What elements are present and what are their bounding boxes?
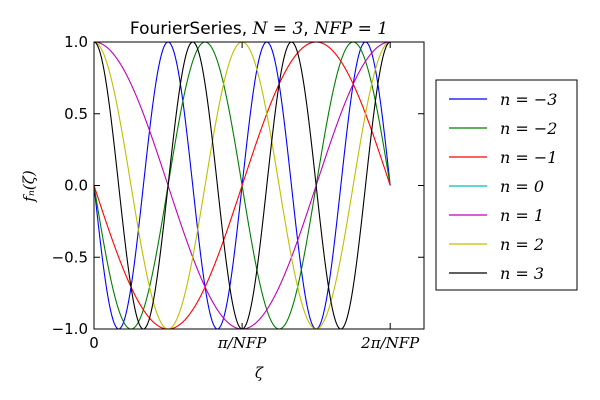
y-tick-label-1: 0.5 [64,105,88,123]
legend: n = −3 n = −2 n = −1 n = 0 n = 1 n = 2 n = 3 [435,79,578,291]
y-tick-label-0: 1.0 [64,33,88,51]
x-tick-label-2: 2π/NFP [360,334,420,352]
legend-frame [435,79,578,291]
legend-label-2: n = −1 [500,148,557,167]
y-axis-label: fₙ(ζ) [20,170,38,203]
series-line-2 [93,41,391,330]
legend-label-3: n = 0 [500,177,544,196]
y-tick-label-2: 0.0 [64,177,88,195]
x-tick-label-0: 0 [89,334,99,352]
y-tick-label-3: −0.5 [52,248,88,266]
chart-title-sep: , [303,19,314,39]
legend-label-4: n = 1 [500,206,544,225]
legend-label-0: n = −3 [500,90,557,109]
legend-label-5: n = 2 [500,235,544,254]
chart-title: FourierSeries, N = 3, NFP = 1 [130,19,388,39]
chart-title-math-1: N = 3 [252,19,304,39]
y-tick-label-4: −1.0 [52,320,88,338]
legend-label-6: n = 3 [500,264,544,283]
legend-label-1: n = −2 [500,119,557,138]
x-axis-label: ζ [255,364,264,382]
axis-ticks: 0 π/NFP 2π/NFP 1.0 0.5 0.0 −0.5 −1.0 [52,33,424,352]
chart-title-math-2: NFP = 1 [313,19,388,39]
x-tick-label-1: π/NFP [217,334,267,352]
chart-title-prefix: FourierSeries, [130,19,253,39]
